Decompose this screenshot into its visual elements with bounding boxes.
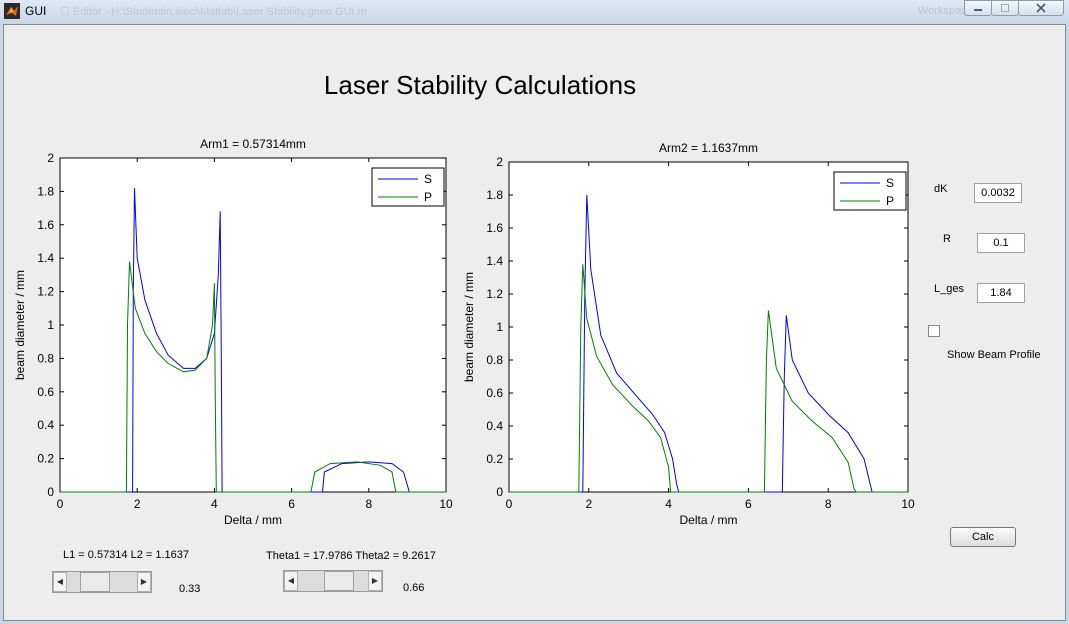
calc-button[interactable]: Calc [950, 527, 1016, 547]
chart-title: Arm1 = 0.57314mm [200, 137, 306, 151]
x-tick-label: 8 [825, 497, 832, 511]
x-tick-label: 0 [57, 497, 64, 511]
r-field[interactable]: 0.1 [977, 233, 1025, 253]
slider-thumb[interactable] [324, 571, 355, 591]
background-window-text: ☐ Editor - H:\Studentin.sieci\Matlab\Las… [60, 6, 367, 18]
y-tick-label: 0.2 [486, 452, 503, 466]
y-tick-label: 2 [496, 155, 503, 169]
slider-left-arrow-icon[interactable]: ◀ [53, 572, 67, 592]
show-beam-profile-label: Show Beam Profile [947, 349, 1041, 361]
legend-label: S [424, 172, 432, 186]
y-axis-label: beam diameter / mm [13, 270, 27, 380]
show-beam-profile-checkbox[interactable] [928, 325, 940, 337]
y-tick-label: 1.8 [486, 188, 503, 202]
y-tick-label: 0.4 [37, 418, 54, 432]
x-tick-label: 4 [211, 497, 218, 511]
y-tick-label: 0.8 [37, 351, 54, 365]
slider-right-arrow-icon[interactable]: ▶ [368, 571, 382, 591]
x-tick-label: 0 [506, 497, 513, 511]
series-line-P [60, 261, 446, 493]
y-axis-label: beam diameter / mm [462, 272, 476, 382]
y-tick-label: 1 [496, 320, 503, 334]
dk-label: dK [934, 183, 948, 195]
y-tick-label: 1.2 [37, 285, 54, 299]
x-axis-label: Delta / mm [679, 513, 737, 527]
series-line-S [509, 194, 908, 493]
slider-thumb[interactable] [80, 572, 111, 592]
page-title: Laser Stability Calculations [323, 70, 637, 100]
y-tick-label: 1.4 [486, 254, 503, 268]
lges-field[interactable]: 1.84 [977, 283, 1025, 303]
x-tick-label: 6 [745, 497, 752, 511]
y-tick-label: 1.6 [37, 218, 54, 232]
y-tick-label: 0.6 [486, 386, 503, 400]
theta-slider[interactable]: ◀ ▶ [283, 570, 383, 592]
x-tick-label: 2 [585, 497, 592, 511]
slider2-value: 0.66 [403, 582, 425, 594]
dk-field[interactable]: 0.0032 [974, 183, 1022, 203]
slider2-caption: Theta1 = 17.9786 Theta2 = 9.2617 [266, 550, 436, 562]
y-tick-label: 2 [47, 151, 54, 165]
x-tick-label: 8 [365, 497, 372, 511]
x-tick-label: 10 [439, 497, 453, 511]
y-tick-label: 0.6 [37, 385, 54, 399]
x-tick-label: 4 [665, 497, 672, 511]
legend-box [833, 171, 907, 211]
y-tick-label: 1.6 [486, 221, 503, 235]
x-tick-label: 2 [134, 497, 141, 511]
legend-label: P [886, 194, 894, 208]
maximize-icon [1001, 4, 1009, 12]
close-icon [1036, 3, 1046, 13]
close-button[interactable] [1018, 0, 1064, 16]
y-tick-label: 0.8 [486, 353, 503, 367]
x-tick-label: 6 [288, 497, 295, 511]
slider1-value: 0.33 [179, 583, 201, 595]
background-window-text-right: Workspace [918, 5, 973, 17]
l-slider[interactable]: ◀ ▶ [52, 571, 152, 593]
series-line-S [60, 188, 446, 493]
slider-left-arrow-icon[interactable]: ◀ [284, 571, 298, 591]
matlab-app-icon [4, 3, 20, 19]
y-tick-label: 1.4 [37, 251, 54, 265]
r-label: R [943, 233, 951, 245]
slider-right-arrow-icon[interactable]: ▶ [137, 572, 151, 592]
plot-axes-box [59, 157, 447, 493]
y-tick-label: 0 [496, 485, 503, 499]
y-tick-label: 0 [47, 485, 54, 499]
x-axis-label: Delta / mm [224, 513, 282, 527]
y-tick-label: 1.8 [37, 184, 54, 198]
legend-box [371, 167, 445, 207]
window-title: GUI [25, 4, 47, 18]
maximize-button[interactable] [991, 0, 1019, 16]
legend-label: P [424, 190, 432, 204]
legend-label: S [886, 176, 894, 190]
series-line-P [509, 264, 908, 493]
title-bar: GUI ☐ Editor - H:\Studentin.sieci\Matlab… [0, 0, 1069, 24]
plot-axes-box [508, 161, 909, 493]
x-tick-label: 10 [901, 497, 915, 511]
y-tick-label: 1 [47, 318, 54, 332]
minimize-icon [974, 9, 982, 11]
chart-title: Arm2 = 1.1637mm [659, 141, 758, 155]
y-tick-label: 0.2 [37, 452, 54, 466]
slider1-caption: L1 = 0.57314 L2 = 1.1637 [63, 549, 190, 561]
y-tick-label: 1.2 [486, 287, 503, 301]
lges-label: L_ges [934, 283, 964, 295]
y-tick-label: 0.4 [486, 419, 503, 433]
